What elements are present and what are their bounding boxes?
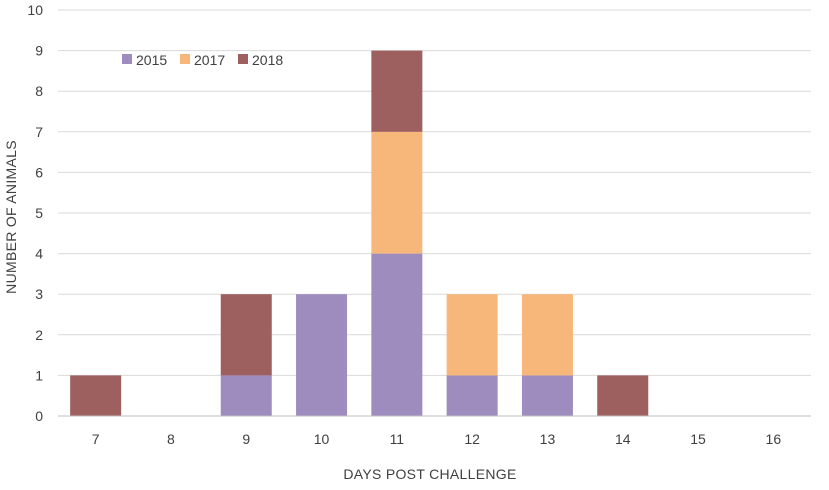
y-tick-label: 9 <box>35 43 43 59</box>
y-tick-label: 10 <box>27 2 43 18</box>
x-tick-label: 14 <box>615 431 631 447</box>
x-tick-label: 9 <box>242 431 250 447</box>
bar-segment-2015-12 <box>446 375 498 416</box>
x-tick-label: 16 <box>766 431 782 447</box>
bar-segment-2017-13 <box>521 294 573 376</box>
y-tick-label: 4 <box>35 246 43 262</box>
legend-label-2015: 2015 <box>136 52 167 68</box>
x-axis-title: DAYS POST CHALLENGE <box>343 466 516 482</box>
y-tick-label: 2 <box>35 327 43 343</box>
y-tick-label: 5 <box>35 205 43 221</box>
bar-segment-2018-7 <box>70 375 122 416</box>
legend-swatch-2017 <box>180 54 190 64</box>
bar-segment-2015-11 <box>371 253 423 416</box>
y-tick-label: 1 <box>35 367 43 383</box>
grid <box>58 9 811 376</box>
bar-segment-2015-9 <box>220 375 272 416</box>
x-tick-label: 7 <box>92 431 100 447</box>
y-tick-label: 0 <box>35 408 43 424</box>
y-tick-label: 8 <box>35 83 43 99</box>
bar-segment-2017-11 <box>371 131 423 254</box>
bar-segment-2015-10 <box>296 294 348 416</box>
x-tick-label: 8 <box>167 431 175 447</box>
bar-segment-2017-12 <box>446 294 498 376</box>
legend: 2015 2017 2018 <box>122 52 283 68</box>
legend-swatch-2015 <box>122 54 132 64</box>
legend-label-2017: 2017 <box>194 52 225 68</box>
bar-segment-2018-9 <box>220 294 272 376</box>
bars <box>70 50 649 416</box>
x-tick-label: 10 <box>314 431 330 447</box>
y-tick-label: 3 <box>35 286 43 302</box>
bar-segment-2015-13 <box>521 375 573 416</box>
legend-label-2018: 2018 <box>252 52 283 68</box>
legend-swatch-2018 <box>238 54 248 64</box>
x-tick-label: 15 <box>690 431 706 447</box>
y-tick-label: 6 <box>35 164 43 180</box>
x-axis-ticks: 7 8 9 10 11 12 13 14 15 16 <box>92 431 782 447</box>
y-axis-title: NUMBER OF ANIMALS <box>3 140 19 294</box>
y-tick-label: 7 <box>35 124 43 140</box>
x-tick-label: 12 <box>464 431 480 447</box>
bar-segment-2018-11 <box>371 50 423 132</box>
bar-segment-2018-14 <box>597 375 649 416</box>
x-tick-label: 13 <box>540 431 556 447</box>
y-axis-ticks: 0 1 2 3 4 5 6 7 8 9 10 <box>27 2 43 424</box>
x-tick-label: 11 <box>390 431 405 447</box>
